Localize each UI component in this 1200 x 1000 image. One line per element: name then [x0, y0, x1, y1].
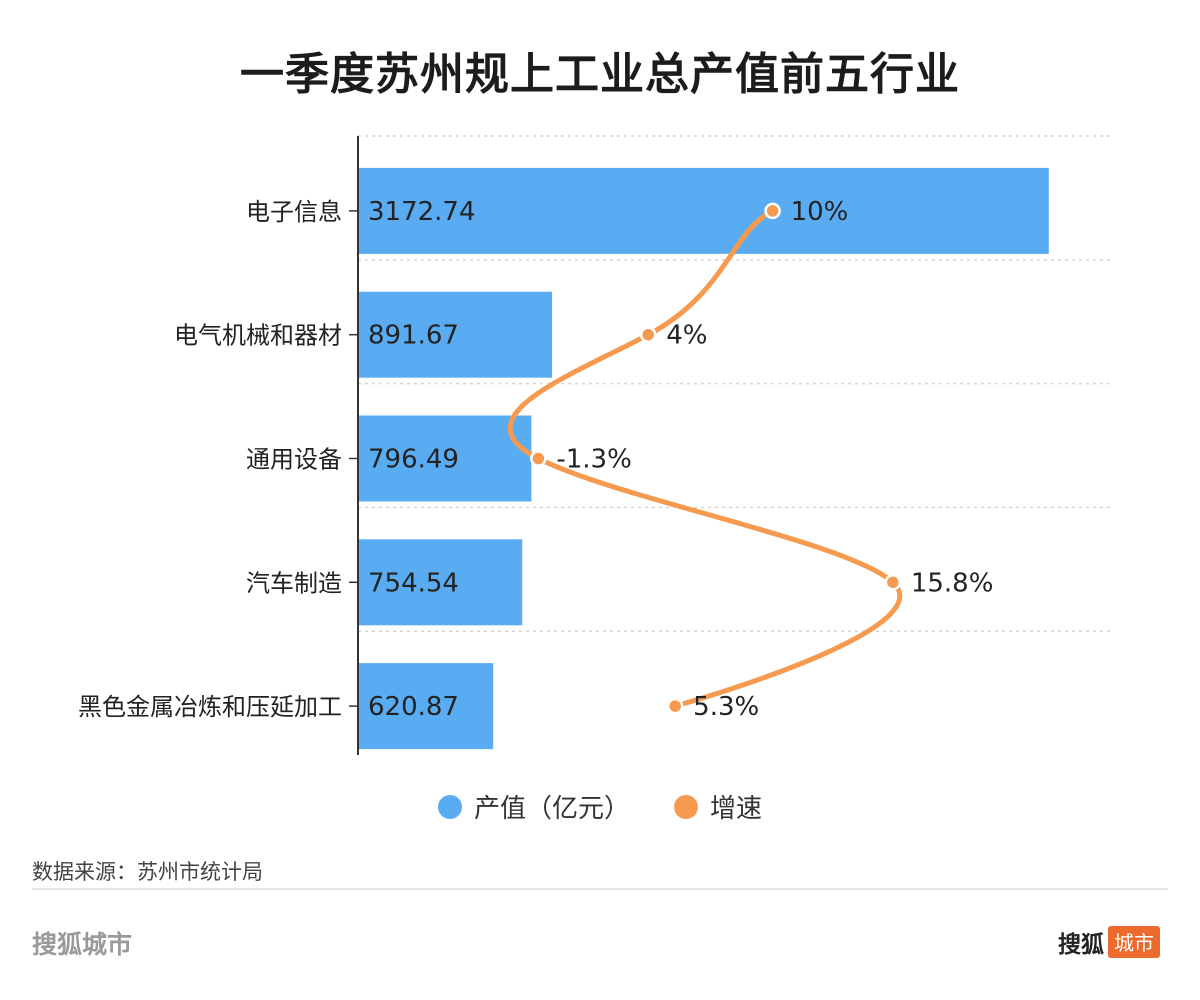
- growth-point: [639, 326, 657, 343]
- bar-value-label: 3172.74: [368, 197, 476, 227]
- brand-logo-main: 搜狐: [1058, 932, 1104, 958]
- y-tick-label: 通用设备: [246, 446, 342, 474]
- bar-series: 3172.74 891.67 796.49 754.54 620.87: [358, 167, 1049, 750]
- divider: [32, 888, 1168, 890]
- growth-series: 10% 4% -1.3% 15.8% 5.3%: [507, 197, 994, 722]
- bar: [358, 539, 523, 626]
- growth-point: [666, 697, 684, 715]
- bar-value-label: 796.49: [368, 445, 459, 475]
- growth-point: [530, 450, 547, 467]
- growth-value-label: 10%: [791, 197, 849, 227]
- legend-item-growth[interactable]: 增速: [674, 788, 762, 825]
- growth-point: [764, 202, 781, 220]
- bar-value-label: 754.54: [368, 568, 459, 598]
- growth-value-label: 4%: [666, 321, 707, 351]
- bar-value-label: 891.67: [368, 321, 459, 351]
- y-tick-label: 黑色金属冶炼和压延加工: [78, 693, 342, 721]
- growth-value-label: 15.8%: [911, 568, 994, 598]
- legend-label-growth: 增速: [710, 794, 763, 824]
- brand-logo-text: 搜狐城市: [32, 930, 133, 959]
- y-tick-label: 汽车制造: [246, 569, 342, 597]
- bar-value-label: 620.87: [368, 692, 459, 722]
- combo-chart: 3172.74 891.67 796.49 754.54 620.87 电子信息电气机械…: [78, 135, 1110, 755]
- bar: [358, 167, 1049, 254]
- growth-value-label: 5.3%: [693, 692, 759, 722]
- legend: 产值（亿元） 增速: [0, 788, 1200, 825]
- brand-logo: 搜狐 城市: [1058, 925, 1160, 959]
- data-source: 数据来源：苏州市统计局: [32, 860, 263, 884]
- bar: [358, 663, 494, 750]
- legend-label-value: 产值（亿元）: [473, 794, 630, 824]
- legend-dot-icon: [437, 794, 462, 819]
- bar: [358, 415, 532, 502]
- legend-dot-icon: [674, 794, 698, 819]
- y-tick-label: 电气机械和器材: [174, 322, 342, 350]
- y-tick-label: 电子信息: [246, 198, 342, 226]
- growth-line: [507, 208, 903, 709]
- brand-logo-tag: 城市: [1108, 926, 1160, 958]
- growth-point: [884, 574, 902, 591]
- legend-item-value[interactable]: 产值（亿元）: [437, 788, 630, 825]
- growth-value-label: -1.3%: [556, 445, 631, 475]
- chart-title: 一季度苏州规上工业总产值前五行业: [240, 49, 960, 100]
- bar: [358, 291, 553, 378]
